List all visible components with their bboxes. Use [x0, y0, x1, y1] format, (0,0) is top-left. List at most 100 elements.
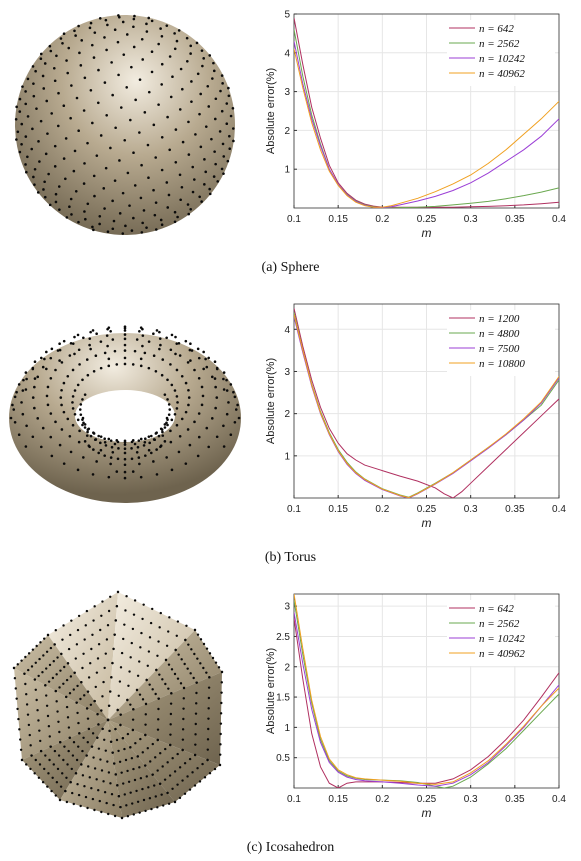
surface-point — [147, 16, 151, 20]
surface-point — [60, 361, 64, 364]
surface-point — [53, 144, 57, 148]
surface-point — [178, 796, 182, 800]
x-tick-label: 0.3 — [464, 504, 478, 515]
surface-point — [109, 782, 112, 785]
surface-point — [204, 170, 208, 174]
surface-point — [105, 334, 109, 337]
surface-point — [154, 756, 157, 759]
x-tick-label: 0.1 — [287, 504, 301, 515]
surface-point — [112, 219, 116, 223]
surface-point — [227, 94, 231, 98]
surface-point — [103, 81, 107, 84]
surface-point — [110, 445, 114, 449]
surface-point — [188, 757, 192, 761]
surface-point — [59, 37, 63, 40]
surface-point — [9, 416, 13, 420]
surface-point — [186, 775, 189, 778]
surface-point — [71, 401, 74, 404]
surface-point — [161, 678, 164, 681]
surface-point — [56, 767, 60, 771]
surface-point — [166, 115, 169, 119]
surface-point — [157, 103, 160, 106]
surface-point — [42, 654, 45, 657]
figure-panel-icosahedron: 0.1 0.15 0.2 0.25 0.3 0.35 0.4 0.5 1 1.5 2 2.5 3 m Abs… — [0, 580, 581, 861]
surface-point — [123, 325, 127, 328]
surface-point — [170, 383, 174, 387]
surface-point — [82, 736, 85, 739]
surface-point — [105, 638, 109, 641]
surface-point — [169, 743, 172, 747]
series-line — [294, 594, 559, 785]
surface-point — [166, 791, 169, 795]
surface-point — [107, 437, 111, 441]
surface-point — [208, 676, 211, 679]
surface-point — [116, 784, 119, 787]
surface-point — [206, 738, 210, 741]
surface-point — [135, 450, 139, 454]
surface-point — [198, 780, 202, 783]
surface-point — [138, 693, 142, 696]
surface-point — [162, 804, 165, 807]
surface-point — [24, 163, 27, 166]
surface-point — [99, 366, 103, 370]
surface-point — [141, 344, 144, 348]
surface-point — [88, 26, 92, 30]
surface-point — [156, 738, 159, 742]
surface-point — [103, 738, 106, 741]
surface-point — [164, 658, 168, 662]
surface-point — [77, 129, 80, 132]
surface-point — [99, 435, 103, 438]
surface-point — [68, 354, 72, 357]
surface-point — [129, 656, 132, 659]
surface-point — [123, 138, 127, 142]
surface-point — [217, 666, 221, 669]
surface-point — [34, 661, 37, 664]
surface-point — [78, 408, 82, 411]
surface-point — [132, 767, 135, 771]
surface-point — [56, 349, 60, 352]
surface-point — [210, 417, 214, 420]
x-tick-label: 0.15 — [328, 504, 348, 515]
surface-point — [232, 127, 235, 130]
surface-point — [214, 661, 218, 664]
surface-point — [99, 448, 103, 452]
surface-point — [81, 398, 84, 401]
surface-point — [188, 788, 192, 791]
surface-point — [155, 473, 159, 476]
surface-point — [111, 338, 115, 341]
surface-point — [87, 765, 90, 768]
surface-point — [38, 763, 42, 766]
surface-point — [58, 348, 62, 352]
surface-point — [53, 749, 57, 753]
surface-point — [61, 41, 64, 45]
surface-point — [205, 365, 209, 369]
surface-point — [145, 30, 149, 33]
surface-point — [24, 135, 28, 138]
surface-point — [43, 767, 46, 771]
surface-point — [24, 371, 28, 374]
surface-point — [168, 55, 172, 58]
surface-point — [118, 760, 122, 763]
surface-point — [181, 779, 184, 782]
surface-point — [29, 744, 32, 747]
surface-point — [22, 378, 25, 382]
surface-point — [160, 428, 164, 431]
surface-point — [53, 79, 57, 83]
surface-point — [189, 672, 192, 675]
surface-point — [138, 766, 141, 769]
surface-point — [95, 460, 98, 463]
surface-point — [169, 363, 172, 366]
surface-point — [158, 782, 162, 785]
surface-point — [160, 168, 164, 172]
surface-point — [139, 326, 143, 329]
surface-point — [91, 121, 94, 125]
surface-point — [194, 133, 197, 136]
surface-point — [109, 690, 112, 693]
icosahedron-face — [14, 635, 108, 720]
surface-point — [220, 670, 224, 674]
surface-point — [190, 349, 194, 352]
surface-point — [181, 748, 184, 752]
surface-point — [214, 406, 217, 410]
surface-point — [91, 633, 94, 636]
surface-point — [169, 702, 173, 705]
